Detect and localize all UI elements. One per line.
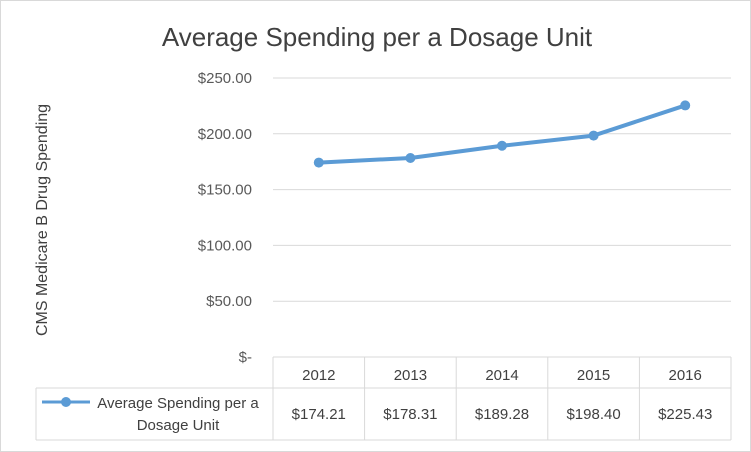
chart-title: Average Spending per a Dosage Unit: [162, 22, 593, 52]
data-point: [680, 100, 691, 111]
x-category-label: 2015: [577, 367, 610, 384]
y-tick-label: $100.00: [198, 237, 252, 254]
y-tick-label: $-: [239, 349, 252, 366]
data-label: $189.28: [475, 406, 529, 423]
y-tick-label: $200.00: [198, 126, 252, 143]
x-category-label: 2013: [394, 367, 427, 384]
legend-label-line-1: Average Spending per a: [97, 395, 259, 412]
y-tick-labels: $250.00 $200.00 $150.00 $100.00 $50.00 $-: [198, 70, 252, 366]
gridlines: [273, 77, 731, 302]
legend-dot-marker: [61, 397, 71, 407]
y-axis-label: CMS Medicare B Drug Spending: [34, 104, 51, 336]
series-line: [313, 100, 691, 168]
x-category-label: 2012: [302, 367, 335, 384]
data-point: [497, 140, 507, 151]
y-tick-label: $50.00: [206, 293, 252, 310]
data-table: 2012 2013 2014 2015 2016 $174.21 $178.31 $189.2…: [35, 356, 732, 441]
data-point: [313, 157, 324, 168]
data-point: [588, 130, 599, 141]
data-label: $174.21: [292, 406, 346, 423]
legend-label-line-2: Dosage Unit: [137, 417, 220, 434]
x-category-label: 2014: [485, 367, 518, 384]
data-point: [405, 153, 416, 164]
x-category-label: 2016: [669, 367, 702, 384]
data-label: $225.43: [658, 406, 712, 423]
y-tick-label: $250.00: [198, 70, 252, 87]
y-tick-label: $150.00: [198, 182, 252, 199]
data-label: $178.31: [383, 406, 437, 423]
data-label: $198.40: [566, 406, 620, 423]
